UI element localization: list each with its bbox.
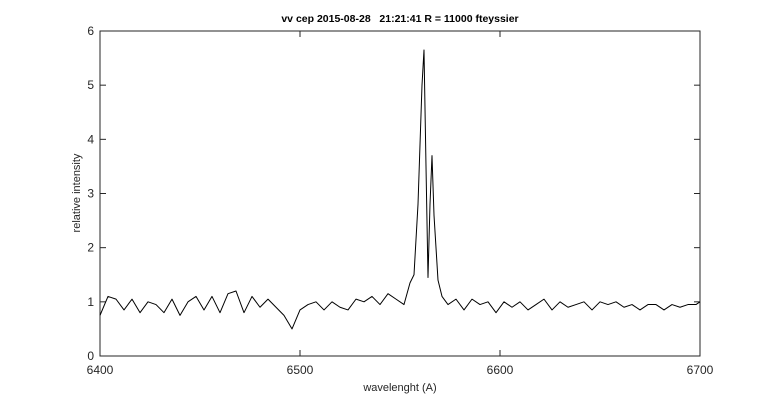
x-tick-label: 6500 — [287, 363, 314, 377]
x-tick-label: 6700 — [687, 363, 714, 377]
y-tick-label: 4 — [87, 132, 94, 146]
y-tick-label: 6 — [87, 24, 94, 38]
y-axis-label: relative intensity — [71, 153, 83, 232]
spectrum-line — [99, 49, 701, 330]
y-tick-label: 3 — [87, 187, 94, 201]
x-tick-label: 6400 — [87, 363, 114, 377]
chart-title: vv cep 2015-08-28 21:21:41 R = 11000 fte… — [281, 13, 518, 25]
y-tick-label: 2 — [87, 241, 94, 255]
y-tick-label: 0 — [87, 349, 94, 363]
plot-frame — [99, 30, 701, 357]
x-axis-label: wavelenght (A) — [362, 382, 436, 394]
x-tick-label: 6600 — [487, 363, 514, 377]
y-tick-label: 5 — [87, 78, 94, 92]
y-tick-label: 1 — [87, 295, 94, 309]
